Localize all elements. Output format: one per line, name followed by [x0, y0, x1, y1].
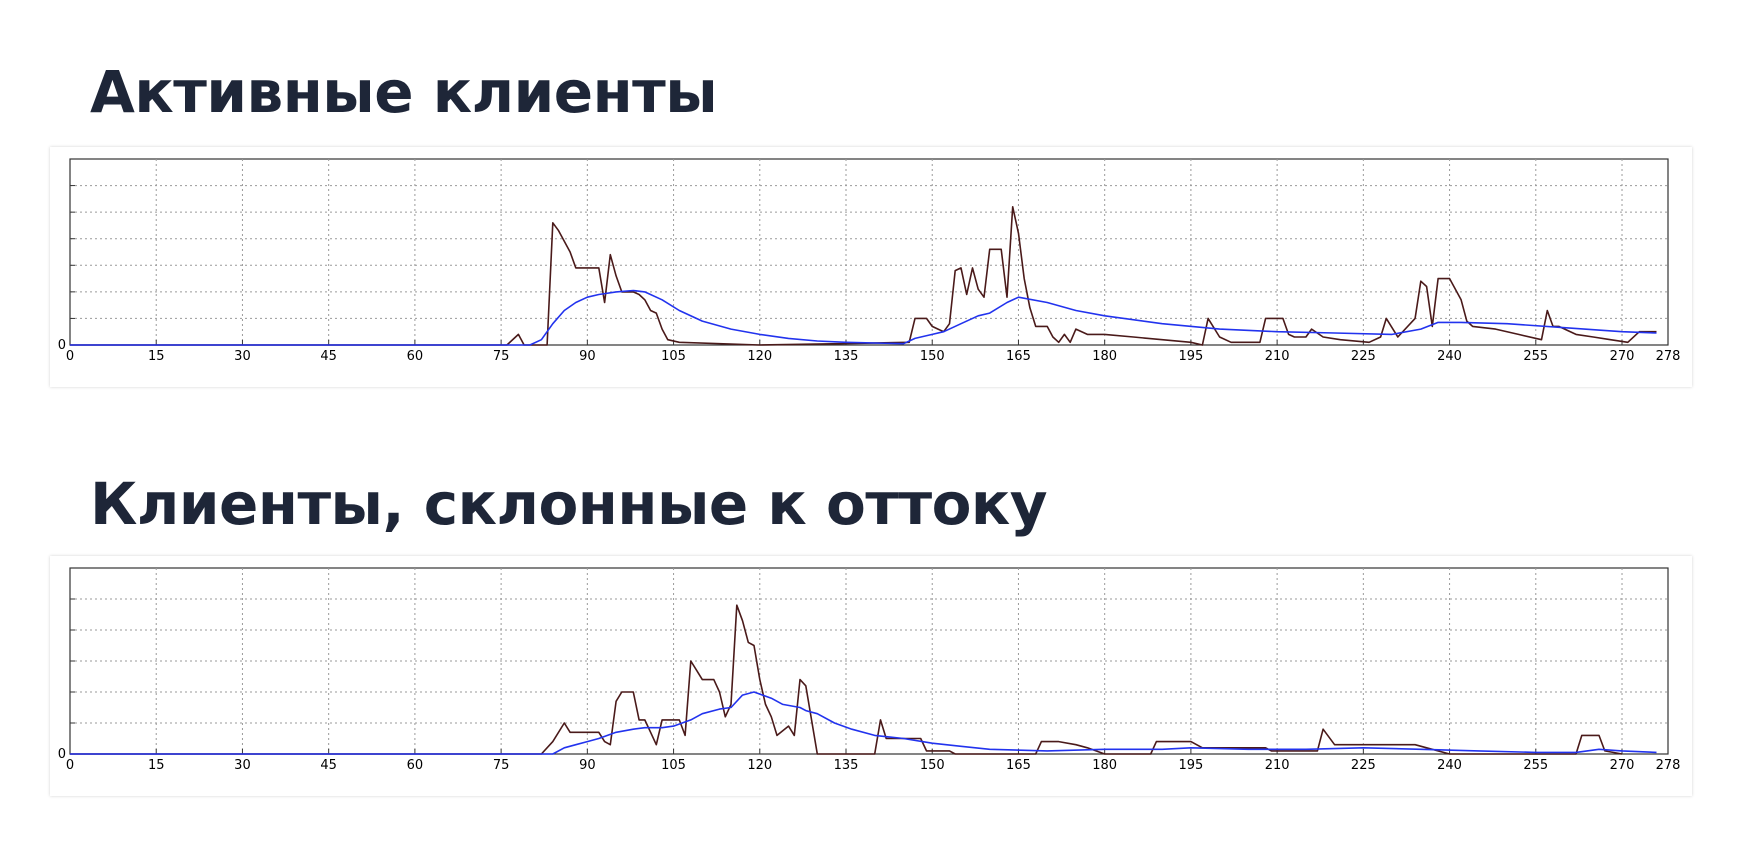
x-tick-label: 165: [1006, 758, 1031, 773]
y-tick-label: 0: [58, 747, 66, 762]
active-raw-series-line: [70, 206, 1657, 346]
x-tick-label: 120: [747, 349, 772, 364]
x-tick-label: 15: [148, 349, 165, 364]
x-tick-label: 60: [407, 758, 424, 773]
x-tick-label: 195: [1178, 349, 1203, 364]
active-clients-chart-panel: 0 15 30 45 60 75 90 105 120 135 150 165 180 195 210 225…: [50, 147, 1692, 387]
x-tick-label: 270: [1610, 349, 1635, 364]
x-tick-label: 180: [1092, 758, 1117, 773]
x-tick-label: 278: [1656, 758, 1681, 773]
x-tick-label: 0: [66, 349, 74, 364]
chart-title-churn-clients: Клиенты, склонные к оттоку: [90, 470, 1048, 538]
x-tick-label: 135: [834, 349, 859, 364]
x-tick-label: 90: [579, 349, 596, 364]
x-tick-label: 255: [1523, 349, 1548, 364]
y-tick-label: 0: [58, 338, 66, 353]
plot-area: [69, 567, 1669, 755]
x-tick-label: 240: [1437, 758, 1462, 773]
churn-smoothed-series-line: [70, 691, 1657, 755]
x-tick-label: 105: [661, 349, 686, 364]
x-tick-label: 195: [1178, 758, 1203, 773]
chart-title-active-clients: Активные клиенты: [90, 58, 718, 126]
x-tick-label: 270: [1610, 758, 1635, 773]
x-tick-label: 60: [407, 349, 424, 364]
x-tick-label: 45: [320, 349, 337, 364]
x-tick-label: 30: [234, 758, 251, 773]
x-tick-label: 15: [148, 758, 165, 773]
churn-clients-chart-panel: 0 15 30 45 60 75 90 105 120 135 150 165 180 195 210 225…: [50, 556, 1692, 796]
x-tick-label: 75: [493, 349, 510, 364]
plot-area: [69, 158, 1669, 346]
churn-clients-chart: 0 15 30 45 60 75 90 105 120 135 150 165 180 195 210 225…: [58, 567, 1681, 773]
x-tick-label: 75: [493, 758, 510, 773]
x-tick-label: 90: [579, 758, 596, 773]
x-tick-label: 45: [320, 758, 337, 773]
x-tick-label: 135: [834, 758, 859, 773]
x-tick-label: 150: [920, 758, 945, 773]
x-tick-label: 225: [1351, 349, 1376, 364]
x-tick-label: 180: [1092, 349, 1117, 364]
x-tick-label: 150: [920, 349, 945, 364]
x-tick-label: 278: [1656, 349, 1681, 364]
x-tick-label: 240: [1437, 349, 1462, 364]
x-tick-label: 105: [661, 758, 686, 773]
x-tick-label: 165: [1006, 349, 1031, 364]
churn-raw-series-line: [70, 604, 1623, 755]
active-clients-chart: 0 15 30 45 60 75 90 105 120 135 150 165 180 195 210 225…: [58, 158, 1681, 364]
active-smoothed-series-line: [70, 289, 1657, 346]
x-tick-label: 255: [1523, 758, 1548, 773]
x-tick-label: 30: [234, 349, 251, 364]
x-tick-label: 210: [1265, 349, 1290, 364]
x-tick-label: 0: [66, 758, 74, 773]
x-tick-label: 210: [1265, 758, 1290, 773]
x-tick-label: 120: [747, 758, 772, 773]
x-tick-label: 225: [1351, 758, 1376, 773]
